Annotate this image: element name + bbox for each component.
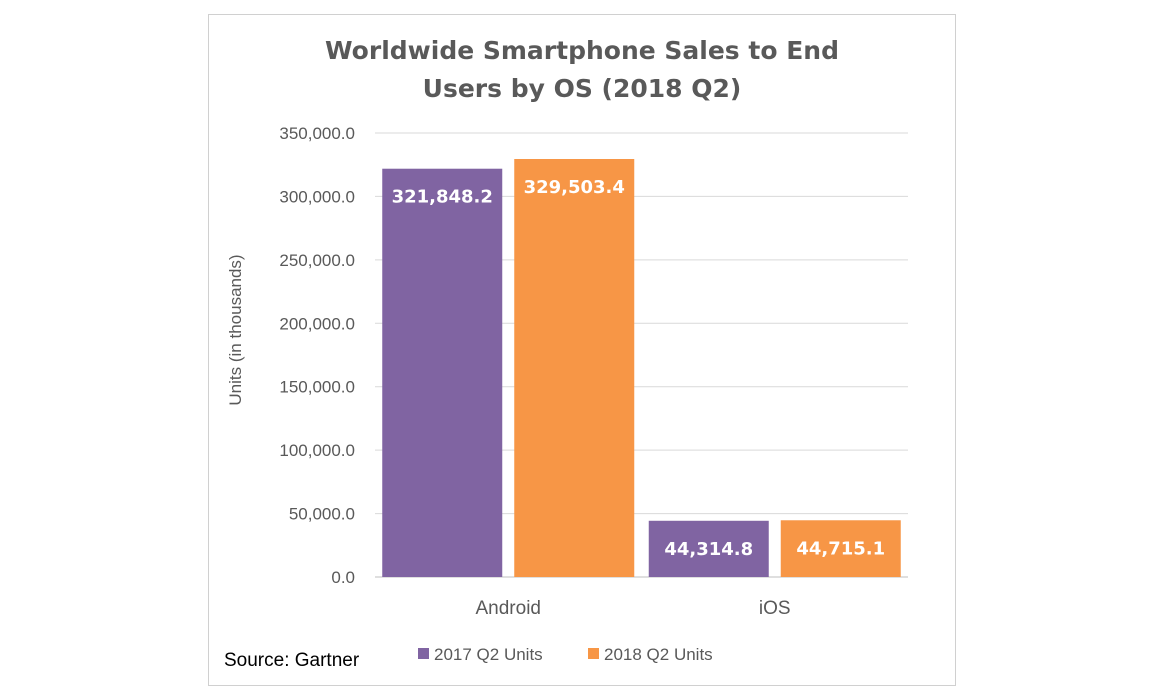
y-tick-label: 250,000.0 <box>279 251 355 270</box>
data-label: 321,848.2 <box>392 187 493 208</box>
source-note: Source: Gartner <box>224 650 360 671</box>
data-label: 329,503.4 <box>524 177 625 198</box>
y-tick-label: 200,000.0 <box>279 314 355 333</box>
chart-title-line-1: Worldwide Smartphone Sales to End <box>325 36 839 65</box>
y-tick-label: 350,000.0 <box>279 124 355 143</box>
legend-label: 2018 Q2 Units <box>604 645 713 664</box>
x-category-label: Android <box>476 598 542 619</box>
y-tick-label: 150,000.0 <box>279 378 355 397</box>
data-label: 44,314.8 <box>664 539 753 560</box>
bar <box>648 520 769 577</box>
y-tick-label: 50,000.0 <box>289 505 355 524</box>
legend-swatch <box>588 648 599 659</box>
bar <box>382 168 503 577</box>
y-axis-title: Units (in thousands) <box>226 254 245 405</box>
chart-title: Worldwide Smartphone Sales to End Users … <box>208 32 956 108</box>
bar <box>514 159 635 577</box>
legend-label: 2017 Q2 Units <box>434 645 543 664</box>
bar <box>780 520 901 577</box>
y-tick-label: 100,000.0 <box>279 441 355 460</box>
x-category-label: iOS <box>759 598 791 619</box>
y-tick-label: 300,000.0 <box>279 187 355 206</box>
chart-title-line-2: Users by OS (2018 Q2) <box>422 74 742 103</box>
y-tick-label: 0.0 <box>331 568 355 587</box>
legend-swatch <box>418 648 429 659</box>
data-label: 44,715.1 <box>796 538 885 559</box>
